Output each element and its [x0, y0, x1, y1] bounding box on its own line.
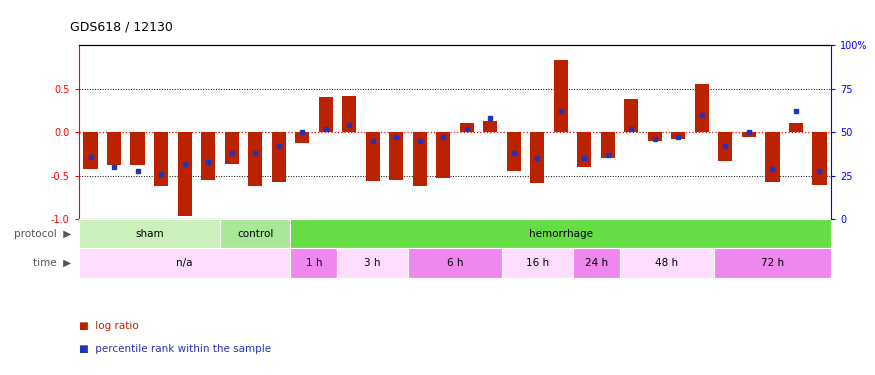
Text: GDS618 / 12130: GDS618 / 12130: [70, 21, 173, 34]
Bar: [389, 132, 403, 180]
Bar: [83, 132, 98, 169]
Bar: [338, 248, 408, 278]
Bar: [507, 132, 521, 171]
Bar: [718, 132, 732, 161]
Text: 48 h: 48 h: [655, 258, 678, 268]
Text: 16 h: 16 h: [526, 258, 549, 268]
Bar: [107, 132, 121, 165]
Bar: [225, 132, 239, 165]
Text: ■  log ratio: ■ log ratio: [79, 321, 138, 331]
Bar: [620, 248, 714, 278]
Bar: [742, 132, 756, 137]
Bar: [578, 132, 592, 167]
Bar: [813, 132, 827, 184]
Text: hemorrhage: hemorrhage: [528, 229, 593, 239]
Bar: [625, 99, 639, 132]
Bar: [318, 98, 332, 132]
Bar: [295, 132, 309, 142]
Bar: [554, 60, 568, 132]
Bar: [290, 219, 831, 248]
Text: ■  percentile rank within the sample: ■ percentile rank within the sample: [79, 344, 271, 354]
Text: control: control: [237, 229, 273, 239]
Bar: [648, 132, 662, 141]
Bar: [483, 121, 497, 132]
Text: 1 h: 1 h: [305, 258, 322, 268]
Bar: [290, 248, 338, 278]
Text: n/a: n/a: [177, 258, 192, 268]
Bar: [271, 132, 285, 182]
Text: 24 h: 24 h: [584, 258, 607, 268]
Bar: [437, 132, 451, 178]
Bar: [714, 248, 831, 278]
Bar: [502, 248, 572, 278]
Bar: [130, 132, 144, 165]
Bar: [178, 132, 192, 216]
Bar: [789, 123, 803, 132]
Bar: [342, 96, 356, 132]
Bar: [201, 132, 215, 180]
Bar: [695, 84, 709, 132]
Bar: [79, 248, 290, 278]
Bar: [220, 219, 290, 248]
Bar: [408, 248, 502, 278]
Bar: [459, 123, 474, 132]
Bar: [572, 248, 620, 278]
Bar: [366, 132, 380, 181]
Bar: [530, 132, 544, 183]
Text: sham: sham: [135, 229, 164, 239]
Bar: [154, 132, 168, 186]
Bar: [79, 219, 220, 248]
Bar: [671, 132, 685, 139]
Bar: [766, 132, 780, 182]
Text: 6 h: 6 h: [447, 258, 463, 268]
Bar: [601, 132, 615, 158]
Text: 72 h: 72 h: [761, 258, 784, 268]
Text: time  ▶: time ▶: [33, 258, 71, 268]
Text: protocol  ▶: protocol ▶: [14, 229, 71, 239]
Bar: [248, 132, 262, 186]
Text: 3 h: 3 h: [365, 258, 381, 268]
Bar: [413, 132, 427, 186]
